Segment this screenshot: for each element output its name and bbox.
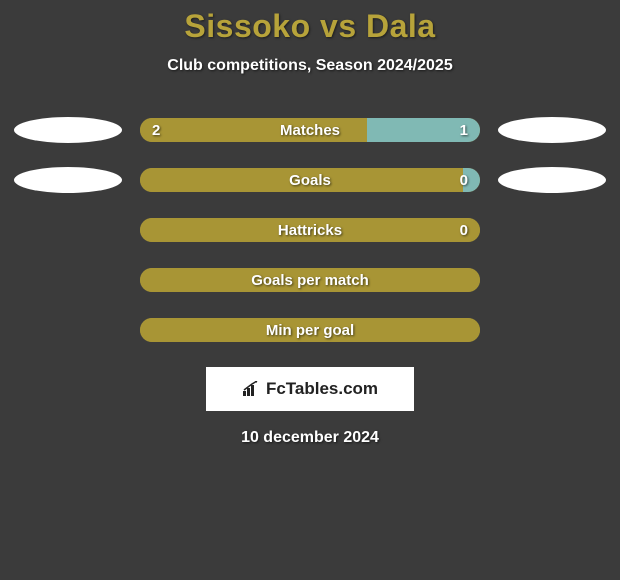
player-right-avatar	[498, 167, 606, 193]
subtitle: Club competitions, Season 2024/2025	[0, 57, 620, 75]
stat-row: 0Goals	[0, 167, 620, 193]
stat-label: Matches	[140, 118, 480, 142]
fctables-logo[interactable]: FcTables.com	[206, 367, 414, 411]
page-title: Sissoko vs Dala	[0, 8, 620, 45]
stat-bar: 0Hattricks	[140, 218, 480, 242]
stat-label: Hattricks	[140, 218, 480, 242]
player-left-avatar	[14, 167, 122, 193]
stat-row: 21Matches	[0, 117, 620, 143]
player-left-avatar	[14, 117, 122, 143]
stat-label: Min per goal	[140, 318, 480, 342]
logo-text: FcTables.com	[266, 379, 378, 399]
stat-label: Goals	[140, 168, 480, 192]
avatar-spacer	[498, 317, 606, 343]
avatar-spacer	[14, 217, 122, 243]
stat-row: Goals per match	[0, 267, 620, 293]
chart-icon	[242, 381, 262, 397]
avatar-spacer	[14, 317, 122, 343]
stat-row: Min per goal	[0, 317, 620, 343]
player-right-avatar	[498, 117, 606, 143]
stat-bar: Goals per match	[140, 268, 480, 292]
avatar-spacer	[498, 267, 606, 293]
date-text: 10 december 2024	[0, 429, 620, 447]
stat-bar: Min per goal	[140, 318, 480, 342]
comparison-card: Sissoko vs Dala Club competitions, Seaso…	[0, 0, 620, 447]
stat-row: 0Hattricks	[0, 217, 620, 243]
avatar-spacer	[14, 267, 122, 293]
stat-label: Goals per match	[140, 268, 480, 292]
stat-bar: 0Goals	[140, 168, 480, 192]
stats-list: 21Matches 0Goals 0Hattricks Goals per match…	[0, 117, 620, 343]
avatar-spacer	[498, 217, 606, 243]
stat-bar: 21Matches	[140, 118, 480, 142]
